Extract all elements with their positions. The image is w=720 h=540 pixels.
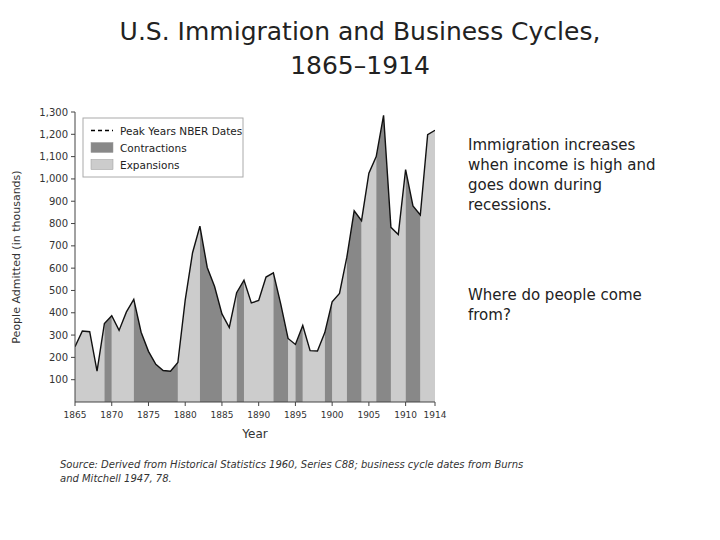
period-area bbox=[391, 170, 406, 402]
y-tick bbox=[71, 379, 75, 380]
x-tick bbox=[75, 402, 76, 406]
period-area bbox=[222, 293, 237, 402]
x-tick-label: 1914 bbox=[424, 410, 447, 420]
y-tick-label: 100 bbox=[49, 374, 68, 385]
x-axis-line bbox=[75, 402, 435, 403]
x-tick bbox=[221, 402, 222, 406]
x-tick bbox=[368, 402, 369, 406]
period-area bbox=[200, 226, 222, 402]
x-axis-label: Year bbox=[241, 427, 267, 441]
legend-swatch bbox=[91, 143, 113, 153]
legend: Peak Years NBER Dates Contractions Expansi… bbox=[83, 118, 243, 177]
x-tick bbox=[295, 402, 296, 406]
y-tick-label: 600 bbox=[49, 263, 68, 274]
text-line: recessions. bbox=[468, 196, 552, 214]
x-tick-label: 1890 bbox=[247, 410, 270, 420]
y-tick bbox=[71, 156, 75, 157]
period-area bbox=[420, 130, 435, 402]
period-area bbox=[237, 280, 244, 402]
period-area bbox=[295, 325, 302, 402]
period-area bbox=[104, 316, 111, 402]
x-tick-label: 1880 bbox=[174, 410, 197, 420]
x-tick bbox=[435, 402, 436, 406]
y-tick bbox=[71, 112, 75, 113]
y-tick bbox=[71, 268, 75, 269]
plot-area bbox=[75, 115, 435, 402]
text-line: goes down during bbox=[468, 176, 602, 194]
x-tick-label: 1870 bbox=[100, 410, 123, 420]
period-area bbox=[178, 226, 200, 402]
legend-label: Expansions bbox=[120, 159, 180, 171]
x-tick-label: 1905 bbox=[357, 410, 380, 420]
y-tick bbox=[71, 223, 75, 224]
period-area bbox=[112, 299, 134, 402]
period-area bbox=[273, 273, 288, 402]
y-axis-label: People Admitted (in thousands) bbox=[10, 170, 23, 343]
x-tick bbox=[258, 402, 259, 406]
x-tick-label: 1865 bbox=[64, 410, 87, 420]
y-tick-label: 800 bbox=[49, 218, 68, 229]
text-line: and Mitchell 1947, 78. bbox=[60, 473, 172, 484]
legend-label: Contractions bbox=[120, 142, 187, 154]
x-tick-label: 1875 bbox=[137, 410, 160, 420]
y-tick-label: 700 bbox=[49, 240, 68, 251]
annotation: Where do people come from? bbox=[468, 286, 642, 324]
period-area bbox=[362, 157, 377, 402]
y-tick bbox=[71, 178, 75, 179]
y-tick-label: 1,100 bbox=[39, 151, 68, 162]
y-tick-label: 500 bbox=[49, 285, 68, 296]
y-tick bbox=[71, 290, 75, 291]
x-tick-label: 1910 bbox=[394, 410, 417, 420]
y-tick bbox=[71, 335, 75, 336]
x-tick bbox=[111, 402, 112, 406]
y-tick bbox=[71, 312, 75, 313]
text-line: when income is high and bbox=[468, 156, 655, 174]
y-axis-line bbox=[75, 112, 76, 402]
immigration-line bbox=[75, 115, 435, 371]
y-tick-label: 1,300 bbox=[39, 107, 68, 118]
x-tick-label: 1900 bbox=[321, 410, 344, 420]
text-line: Where do people come bbox=[468, 286, 642, 304]
annotation: Immigration increases when income is high… bbox=[468, 136, 655, 214]
period-area bbox=[288, 338, 295, 402]
y-tick bbox=[71, 134, 75, 135]
x-tick bbox=[405, 402, 406, 406]
title: U.S. Immigration and Business Cycles, bbox=[120, 17, 601, 46]
text-line: Source: Derived from Historical Statisti… bbox=[60, 459, 523, 470]
y-tick bbox=[71, 201, 75, 202]
x-tick bbox=[332, 402, 333, 406]
x-tick bbox=[185, 402, 186, 406]
x-tick bbox=[148, 402, 149, 406]
y-tick-label: 1,000 bbox=[39, 173, 68, 184]
y-tick bbox=[71, 245, 75, 246]
legend-box bbox=[83, 118, 243, 177]
y-tick-label: 1,200 bbox=[39, 129, 68, 140]
y-tick bbox=[71, 357, 75, 358]
chart: U.S. Immigration and Business Cycles, 186… bbox=[0, 0, 720, 540]
legend-label: Peak Years NBER Dates bbox=[120, 125, 242, 137]
y-tick-label: 200 bbox=[49, 352, 68, 363]
y-tick-label: 900 bbox=[49, 196, 68, 207]
text-line: Immigration increases bbox=[468, 136, 635, 154]
period-area bbox=[134, 299, 178, 402]
source-note: Source: Derived from Historical Statisti… bbox=[60, 459, 523, 484]
period-area bbox=[332, 257, 347, 402]
legend-swatch bbox=[91, 130, 113, 131]
text-line: from? bbox=[468, 306, 511, 324]
x-tick-label: 1895 bbox=[284, 410, 307, 420]
y-tick-label: 400 bbox=[49, 307, 68, 318]
x-tick-label: 1885 bbox=[210, 410, 233, 420]
subtitle: 1865–1914 bbox=[290, 51, 430, 80]
period-area bbox=[376, 115, 391, 402]
legend-swatch bbox=[91, 160, 113, 170]
y-tick-label: 300 bbox=[49, 330, 68, 341]
